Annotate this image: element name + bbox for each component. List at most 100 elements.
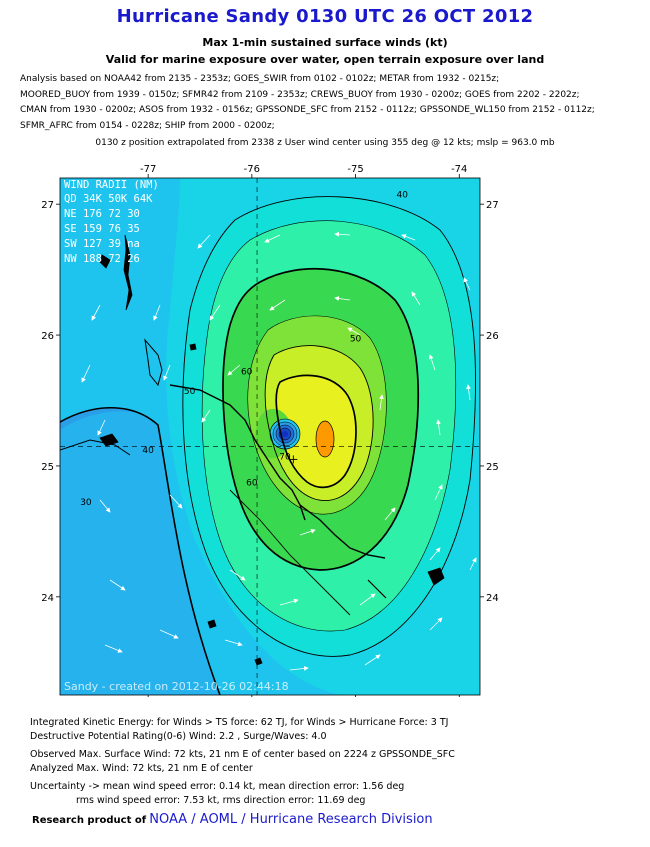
land-cat-island (299, 504, 386, 559)
ike-line: Integrated Kinetic Energy: for Winds > T… (30, 717, 449, 728)
contour-55 (247, 315, 387, 515)
uncertainty-line: Uncertainty -> mean wind speed error: 0.… (30, 781, 405, 792)
wind-radii-table: WIND RADII (NM) QD 34K 50K 64K NE 176 72… (64, 179, 159, 265)
wind-vector (428, 354, 436, 371)
wind-vector (81, 364, 91, 383)
wind-vector (401, 234, 416, 241)
analyzed-max-line: Analyzed Max. Wind: 72 kts, 21 nm E of c… (30, 763, 253, 774)
chart-title: Hurricane Sandy 0130 UTC 26 OCT 2012 (116, 6, 534, 27)
wind-vector (99, 499, 111, 513)
contour-label: 40 (396, 191, 408, 201)
position-note: 0130 z position extrapolated from 2338 z… (95, 138, 555, 148)
wind-vector (429, 547, 441, 561)
contour-label: 40 (142, 446, 154, 456)
wind-radii-row: NW 188 72 26 (64, 253, 140, 265)
wind-vector (279, 598, 299, 606)
wind-vector (384, 507, 396, 521)
chart-subtitle-units: Max 1-min sustained surface winds (kt) (202, 36, 448, 49)
dpr-line: Destructive Potential Rating(0-6) Wind: … (30, 731, 327, 742)
land-cuba-coast (60, 439, 131, 456)
wind-vector (97, 419, 106, 436)
wind-level-25 (60, 411, 230, 695)
contour-label: 50 (350, 335, 362, 345)
research-org-link[interactable]: NOAA / AOML / Hurricane Research Divisio… (149, 812, 433, 827)
wind-vector (224, 639, 243, 647)
analysis-line: SFMR_AFRC from 0154 - 0228z; SHIP from 2… (20, 120, 275, 131)
chart-subtitle-validity: Valid for marine exposure over water, op… (105, 53, 545, 66)
wind-vector (334, 296, 351, 301)
wind-radii-header: QD 34K 50K 64K (64, 193, 153, 205)
wind-field-map: 30 40 40 50 50 60 60 70 WIND RADII (NM) QD 34K … (30, 160, 510, 697)
y-tick-label: 24 (41, 593, 54, 604)
wind-vector (289, 666, 309, 671)
contour-65 (275, 374, 357, 489)
wind-vector (229, 569, 246, 581)
contour-label: 60 (241, 367, 253, 377)
wind-vector (434, 484, 443, 501)
y-tick-label: 27 (486, 200, 499, 211)
analysis-sources: Analysis based on NOAA42 from 2135 - 235… (20, 72, 645, 134)
wind-vector (463, 277, 471, 291)
wind-vector (334, 231, 351, 237)
wind-vector (379, 394, 384, 411)
creation-credit: Sandy - created on 2012-10-26 02:44:18 (64, 680, 289, 693)
wind-radii-row: NE 176 72 30 (64, 208, 140, 220)
wind-vector (347, 327, 361, 336)
wind-vector (469, 557, 477, 571)
wind-radii-title: WIND RADII (NM) (64, 179, 159, 191)
contour-label: 50 (184, 387, 196, 397)
y-tick-label: 25 (41, 462, 54, 473)
max-wind-marker (289, 455, 298, 464)
wind-vector (104, 644, 123, 653)
y-tick-label: 26 (41, 331, 54, 342)
contour-label: 30 (80, 498, 92, 508)
wind-vector (436, 419, 441, 436)
x-tick-label: -76 (244, 164, 260, 175)
wind-radii-row: SE 159 76 35 (64, 223, 140, 235)
wind-vector (153, 304, 161, 321)
wind-vector (163, 364, 171, 381)
analysis-line: CMAN from 1930 - 0200z; ASOS from 1932 -… (20, 105, 595, 115)
contour-45 (201, 220, 457, 632)
wind-vector (429, 617, 443, 631)
wind-level-70 (316, 421, 334, 457)
wind-vector (364, 654, 381, 666)
land-andros (144, 338, 163, 387)
land-cay-sal (99, 433, 119, 447)
land-cay (189, 343, 197, 351)
contour-70 (315, 420, 335, 458)
land-northwest-cay (99, 254, 111, 269)
wind-vector (209, 304, 221, 321)
contour-60 (264, 345, 374, 501)
land-cay (207, 619, 217, 629)
wind-vector (109, 579, 126, 591)
y-tick-label: 26 (486, 331, 499, 342)
wind-vector (169, 494, 183, 509)
contour-40 (182, 196, 476, 657)
contour-30 (60, 407, 221, 695)
wind-radii-row: SW 127 39 na (64, 238, 140, 250)
observed-max-line: Observed Max. Surface Wind: 72 kts, 21 n… (30, 749, 455, 760)
land-long-island (367, 579, 387, 599)
research-prefix: Research product of (32, 815, 147, 826)
contour-label: 70 (279, 452, 291, 462)
wind-vector (159, 629, 179, 639)
research-credit: Research product of NOAA / AOML / Hurric… (32, 812, 433, 827)
wind-vector (269, 299, 286, 311)
land-crooked-island (427, 567, 445, 586)
land-exuma (229, 489, 351, 616)
contour-50 (222, 267, 420, 571)
x-tick-label: -75 (347, 164, 363, 175)
wind-vector (197, 234, 211, 249)
wind-vector (299, 528, 316, 536)
analysis-line: Analysis based on NOAA42 from 2135 - 235… (20, 74, 500, 84)
analysis-line: MOORED_BUOY from 1939 - 0150z; SFMR42 fr… (20, 89, 580, 100)
wind-vector (201, 409, 211, 423)
y-tick-label: 27 (41, 200, 54, 211)
contour-label: 60 (246, 479, 258, 489)
y-tick-label: 25 (486, 462, 499, 473)
land-abaco (123, 234, 133, 311)
hurricane-eye (269, 418, 301, 450)
x-tick-label: -77 (140, 164, 156, 175)
x-tick-label: -74 (451, 164, 467, 175)
